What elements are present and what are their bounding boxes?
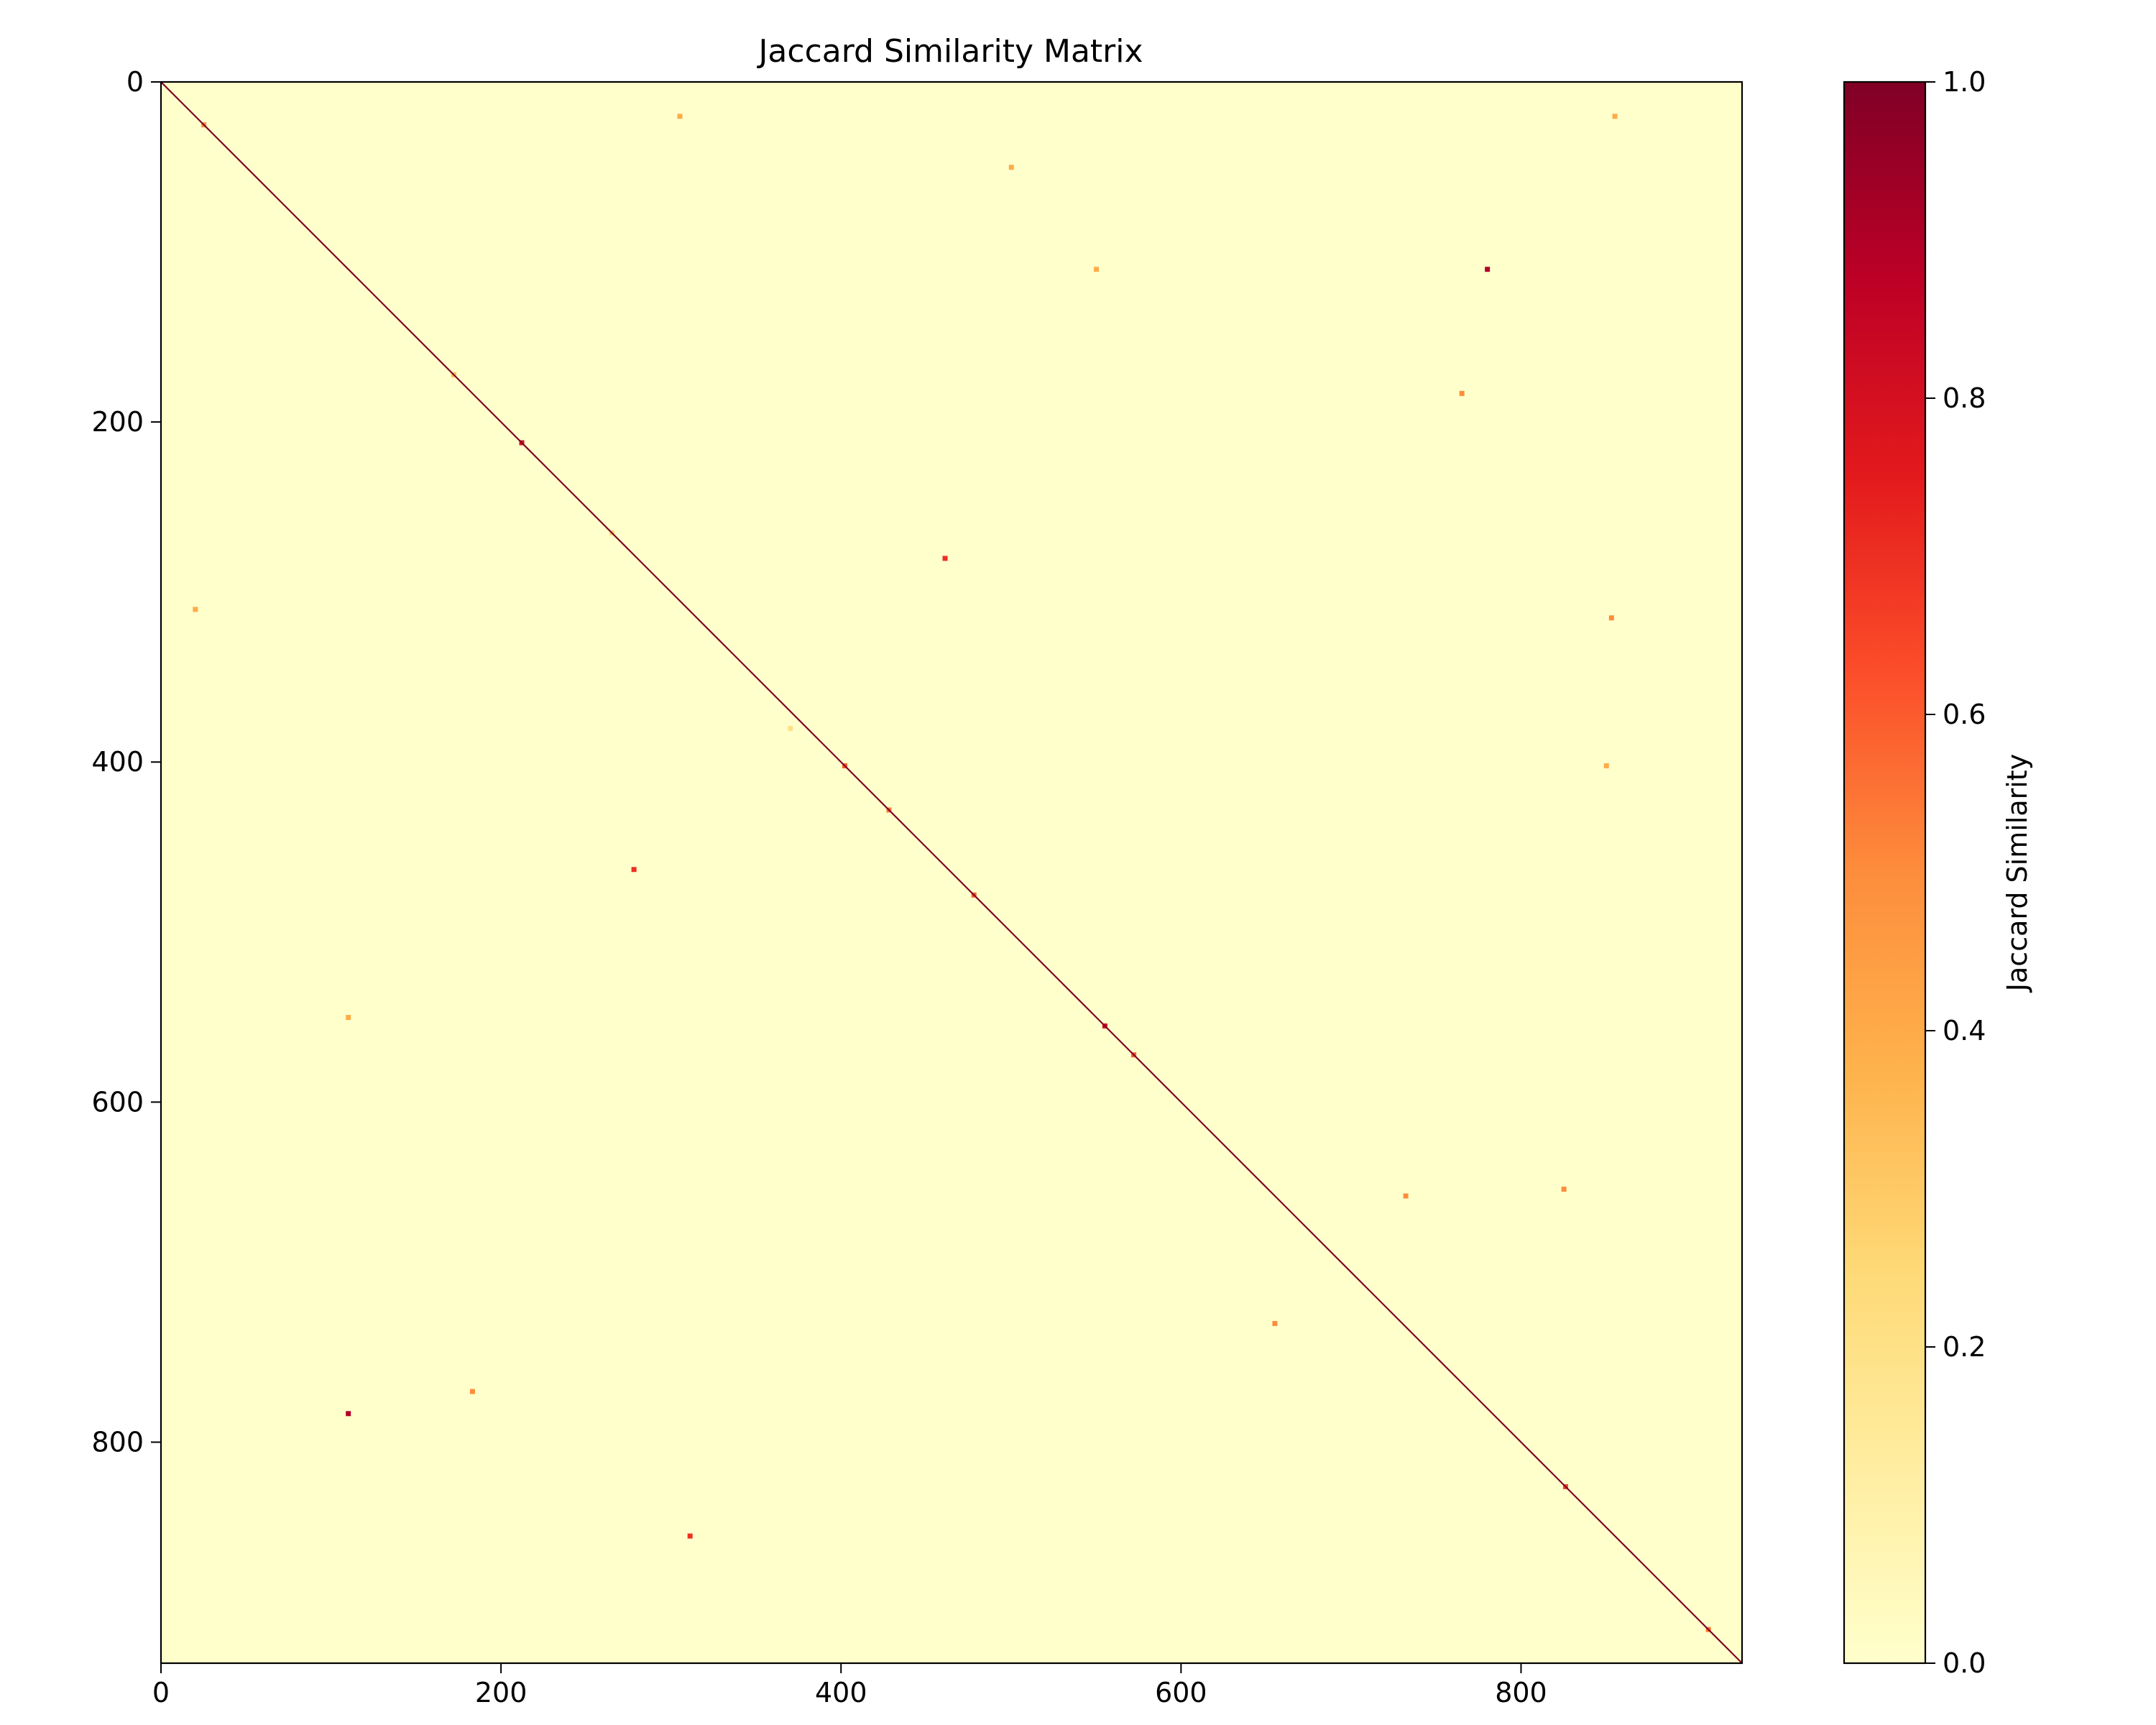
y-tick-label: 200 bbox=[91, 406, 144, 438]
colorbar-tick-label: 0.8 bbox=[1943, 382, 1986, 414]
x-axis: 0 200 400 600 800 bbox=[152, 1663, 1547, 1708]
highlight-cell bbox=[788, 725, 793, 731]
colorbar-tick-label: 1.0 bbox=[1943, 66, 1986, 98]
heatmap-frame bbox=[160, 80, 1743, 1665]
x-tick-label: 200 bbox=[475, 1677, 528, 1708]
colorbar-label: Jaccard Similarity bbox=[2001, 754, 2033, 993]
diagonal-line bbox=[160, 81, 1743, 1664]
highlight-cell bbox=[1272, 1320, 1278, 1326]
highlight-cell bbox=[1094, 267, 1100, 272]
highlight-cell bbox=[942, 556, 948, 561]
colorbar-ticks: 0.0 0.2 0.4 0.6 0.8 1.0 bbox=[1925, 66, 1986, 1679]
x-tick-label: 400 bbox=[815, 1677, 867, 1708]
x-tick-label: 800 bbox=[1495, 1677, 1547, 1708]
colorbar-gradient bbox=[1844, 82, 1925, 1663]
highlight-cell bbox=[469, 1389, 475, 1394]
colorbar-tick-label: 0.2 bbox=[1943, 1331, 1986, 1363]
heatmap-panel bbox=[160, 80, 1743, 1665]
highlight-cell bbox=[346, 1015, 351, 1021]
x-tick-label: 0 bbox=[152, 1677, 170, 1708]
y-tick-label: 400 bbox=[91, 746, 144, 778]
highlight-cell bbox=[1403, 1193, 1409, 1199]
highlight-cell bbox=[1608, 615, 1614, 621]
colorbar-tick-label: 0.0 bbox=[1943, 1647, 1986, 1679]
y-tick-label: 800 bbox=[91, 1426, 144, 1458]
highlight-cell bbox=[1459, 390, 1465, 396]
colorbar-tick-label: 0.6 bbox=[1943, 699, 1986, 730]
y-tick-label: 600 bbox=[91, 1086, 144, 1118]
highlight-cell bbox=[1485, 267, 1491, 272]
highlight-cell bbox=[193, 607, 198, 612]
colorbar: 0.0 0.2 0.4 0.6 0.8 1.0 Jaccard Similarity bbox=[1843, 66, 2033, 1679]
colorbar-frame bbox=[1843, 80, 1927, 1665]
highlight-cell bbox=[677, 114, 683, 119]
y-tick-label: 0 bbox=[126, 66, 144, 98]
chart-title: Jaccard Similarity Matrix bbox=[756, 33, 1143, 70]
colorbar-tick-label: 0.4 bbox=[1943, 1015, 1986, 1046]
highlight-cell bbox=[1612, 114, 1618, 119]
highlight-cell bbox=[1603, 763, 1609, 768]
highlight-cell bbox=[1561, 1187, 1567, 1192]
x-tick-label: 600 bbox=[1155, 1677, 1207, 1708]
y-axis: 0 200 400 600 800 bbox=[91, 66, 161, 1458]
highlight-cell bbox=[1008, 165, 1014, 170]
highlight-cell bbox=[346, 1411, 351, 1417]
highlight-cell bbox=[687, 1533, 693, 1539]
highlight-cell bbox=[631, 867, 637, 873]
